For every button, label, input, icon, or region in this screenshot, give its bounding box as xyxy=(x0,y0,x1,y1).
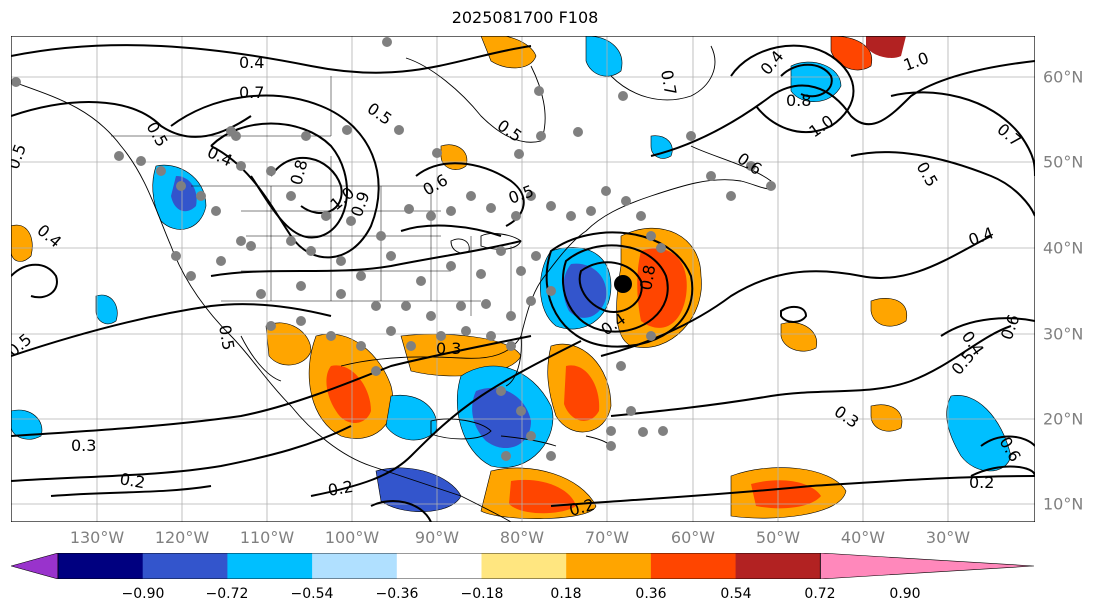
colorbar-extend-high xyxy=(820,553,1035,579)
graticule xyxy=(11,36,1035,522)
contour-label: 0.8 xyxy=(786,91,811,110)
lon-label: 110°W xyxy=(239,528,295,547)
contour-label: 0.3 xyxy=(436,339,461,358)
lon-label: 30°W xyxy=(925,528,971,547)
colorbar-tick: −0.72 xyxy=(205,586,249,602)
storm-center-marker xyxy=(614,275,632,293)
colorbar-segment xyxy=(650,553,737,579)
colorbar-extend-low xyxy=(11,553,59,579)
colorbar-tick: −0.54 xyxy=(290,586,334,602)
lat-label: 30°N xyxy=(1043,324,1084,344)
map-title: 2025081700 F108 xyxy=(451,8,599,27)
lat-label: 20°N xyxy=(1043,409,1084,429)
lon-label: 130°W xyxy=(69,528,125,547)
lon-label: 90°W xyxy=(414,528,460,547)
gray-markers xyxy=(11,37,776,461)
lon-label: 40°W xyxy=(840,528,886,547)
colorbar-segment xyxy=(481,553,567,579)
colorbar-segment xyxy=(566,553,652,579)
colorbar-segment xyxy=(396,553,482,579)
colorbar-segment xyxy=(735,553,821,579)
contour-label: 0.2 xyxy=(118,469,146,492)
weather-map: 0.4 0.7 0.5 0.5 0.5 0.4 0.4 0.5 0.8 1.0 … xyxy=(11,36,1035,522)
lon-label: 120°W xyxy=(154,528,210,547)
colorbar-segment xyxy=(142,553,228,579)
lon-label: 70°W xyxy=(584,528,630,547)
lat-label: 40°N xyxy=(1043,238,1084,258)
lat-label: 50°N xyxy=(1043,152,1084,172)
colorbar-tick: −0.90 xyxy=(121,586,165,602)
colorbar-segment xyxy=(312,553,398,579)
colorbar-tick: 0.36 xyxy=(635,586,667,602)
contour-label: 0.2 xyxy=(969,473,994,492)
contour-label: 0.8 xyxy=(636,263,659,291)
colorbar-tick: 0.18 xyxy=(550,586,582,602)
contour-lines xyxy=(11,44,1035,522)
colorbar-tick: −0.18 xyxy=(460,586,504,602)
contour-label: 0.7 xyxy=(657,68,680,96)
colorbar-outline xyxy=(57,553,821,579)
colorbar xyxy=(11,553,1035,579)
lon-label: 80°W xyxy=(499,528,545,547)
colorbar-tick: 0.90 xyxy=(889,586,921,602)
contour-label: 0.3 xyxy=(71,436,96,455)
contour-label: 0.4 xyxy=(239,53,264,72)
colorbar-segment xyxy=(58,553,144,579)
contour-label: 0.2 xyxy=(326,477,354,500)
colorbar-segment xyxy=(227,553,313,579)
lon-label: 100°W xyxy=(324,528,380,547)
lon-label: 60°W xyxy=(670,528,716,547)
colorbar-tick: 0.54 xyxy=(720,586,752,602)
colorbar-tick: −0.36 xyxy=(375,586,419,602)
lat-label: 60°N xyxy=(1043,67,1084,87)
lon-label: 50°W xyxy=(755,528,801,547)
colorbar-tick: 0.72 xyxy=(804,586,836,602)
contour-label: 0.5 xyxy=(215,323,238,351)
lat-label: 10°N xyxy=(1043,494,1084,514)
contour-label: 0.7 xyxy=(239,83,264,102)
